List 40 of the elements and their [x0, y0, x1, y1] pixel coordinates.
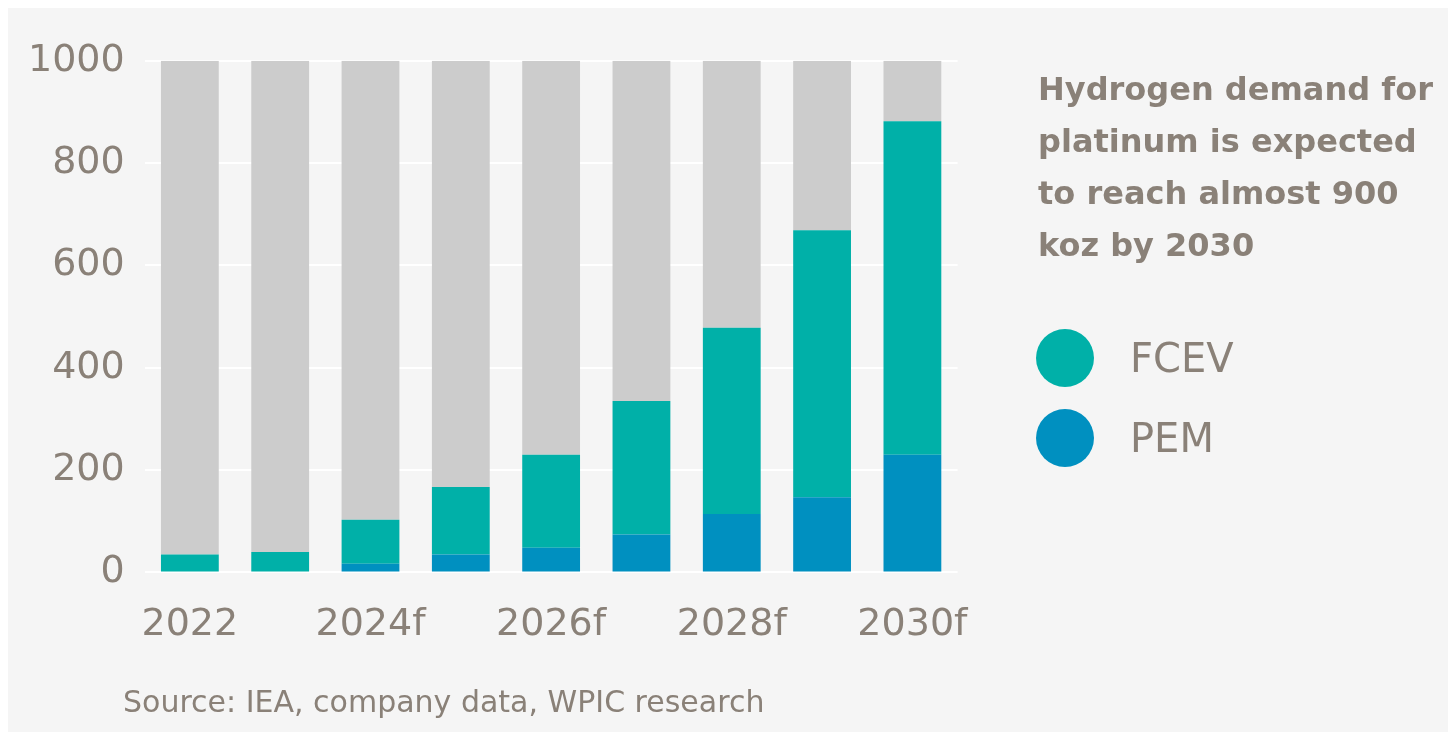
bar	[341, 519, 400, 564]
x-tick-label: 2030f	[857, 600, 970, 645]
bar	[612, 401, 671, 535]
source-note: Source: IEA, company data, WPIC research	[123, 684, 765, 720]
bar	[522, 454, 581, 548]
y-tick-label: 0	[100, 547, 125, 592]
x-tick-label: 2024f	[315, 600, 428, 645]
x-tick-label: 2022	[141, 600, 239, 645]
y-tick-label: 600	[52, 240, 125, 285]
bar	[431, 486, 490, 555]
y-tick-label: 400	[52, 342, 125, 387]
bar	[251, 60, 310, 552]
bar	[702, 60, 761, 328]
bar	[341, 563, 400, 572]
y-tick-label: 800	[52, 137, 125, 182]
bar	[522, 60, 581, 455]
y-tick-label: 200	[52, 444, 125, 489]
legend-label: PEM	[1130, 415, 1214, 461]
bar	[341, 60, 400, 520]
bar	[522, 547, 581, 572]
bar	[793, 230, 851, 498]
bar	[702, 514, 761, 572]
x-tick-label: 2026f	[496, 600, 608, 645]
bar	[251, 551, 310, 572]
bar	[793, 60, 851, 231]
text: Hydrogen demand for platinum is expected to reach almost 900 koz by 2030	[1038, 69, 1434, 266]
bar	[612, 534, 671, 572]
bar	[431, 554, 490, 572]
bar	[883, 121, 942, 455]
bar	[160, 60, 219, 555]
y-tick-label: 1000	[27, 35, 125, 80]
bar	[883, 60, 942, 122]
bar	[431, 60, 490, 487]
bar	[160, 554, 219, 572]
bar	[883, 454, 942, 572]
bar	[612, 60, 671, 402]
bar	[793, 497, 851, 572]
legend-label: FCEV	[1130, 335, 1234, 381]
x-tick-label: 2028f	[676, 600, 789, 645]
bar	[702, 327, 761, 515]
